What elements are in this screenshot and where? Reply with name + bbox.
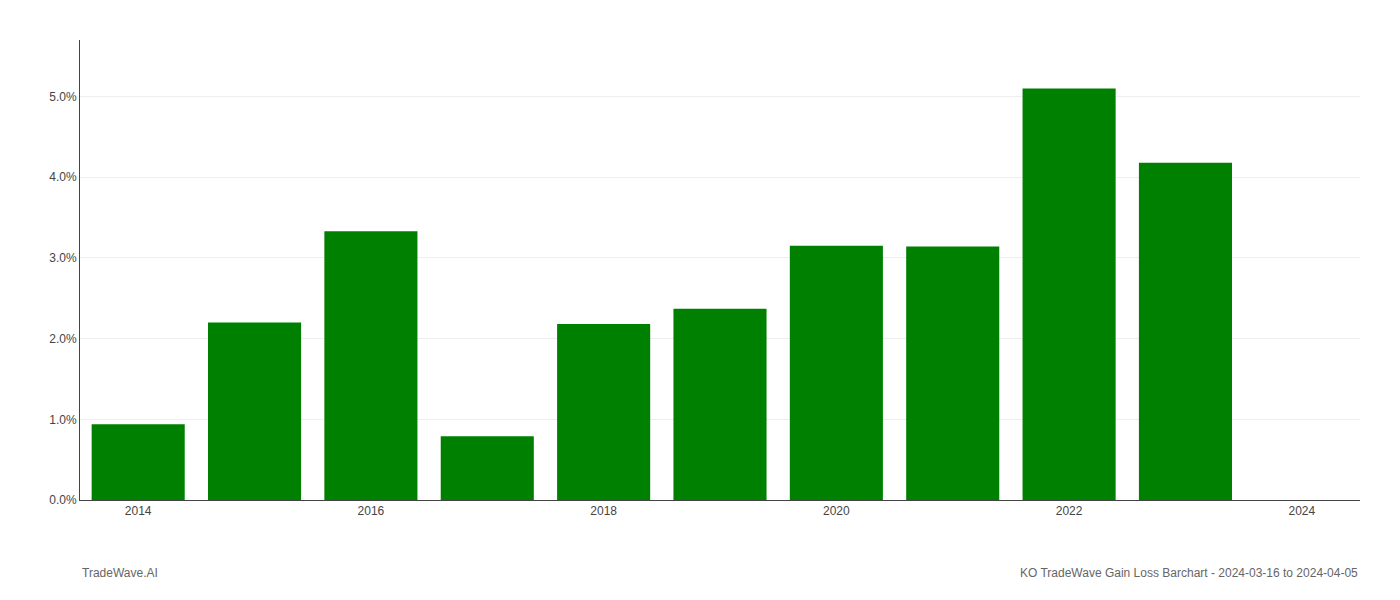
svg-text:2022: 2022 <box>1056 504 1083 518</box>
svg-text:KO TradeWave Gain Loss Barchar: KO TradeWave Gain Loss Barchart - 2024-0… <box>1020 566 1358 580</box>
svg-text:2020: 2020 <box>823 504 850 518</box>
svg-text:TradeWave.AI: TradeWave.AI <box>82 566 158 580</box>
svg-text:2024: 2024 <box>1288 504 1315 518</box>
svg-text:2.0%: 2.0% <box>49 332 77 346</box>
svg-text:5.0%: 5.0% <box>49 90 77 104</box>
svg-text:4.0%: 4.0% <box>49 170 77 184</box>
svg-text:2016: 2016 <box>358 504 385 518</box>
svg-text:2014: 2014 <box>125 504 152 518</box>
svg-text:0.0%: 0.0% <box>49 493 77 507</box>
svg-text:2018: 2018 <box>590 504 617 518</box>
svg-text:3.0%: 3.0% <box>49 251 77 265</box>
svg-text:1.0%: 1.0% <box>49 413 77 427</box>
